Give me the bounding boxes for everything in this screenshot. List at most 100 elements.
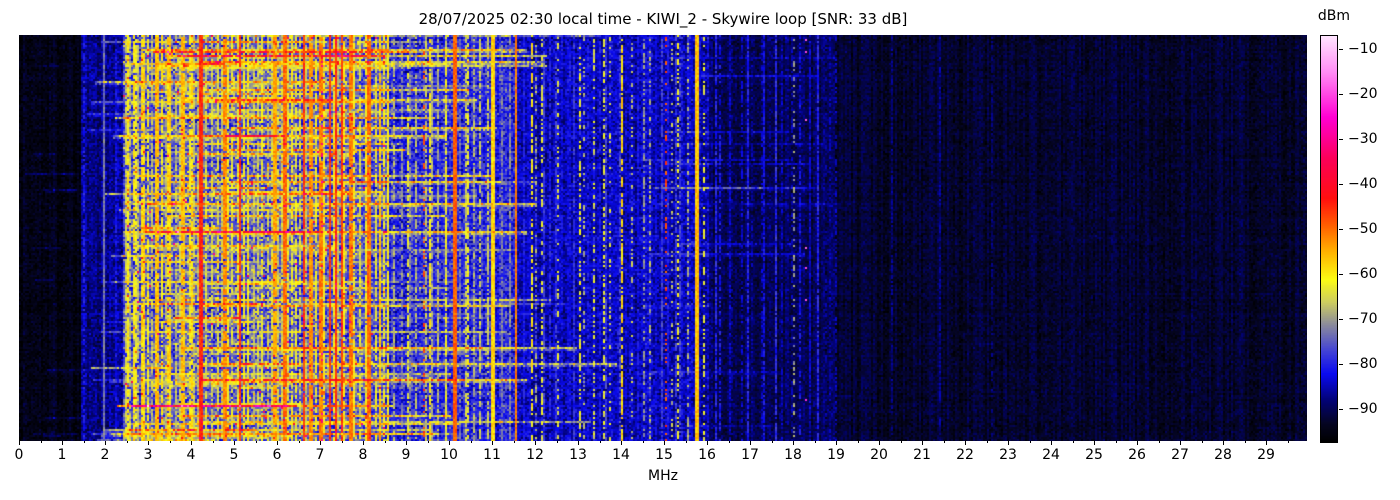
x-tick-label: 21 <box>913 447 931 463</box>
x-minor-tick <box>1029 441 1031 443</box>
colorbar-unit-label: dBm <box>1317 8 1351 24</box>
x-minor-tick <box>599 441 601 443</box>
x-minor-tick <box>341 441 343 443</box>
x-tick-label: 3 <box>143 447 153 463</box>
x-major-tick <box>535 441 536 445</box>
x-major-tick <box>62 441 63 445</box>
x-major-tick <box>1137 441 1138 445</box>
x-major-tick <box>277 441 278 445</box>
x-tick-label: 17 <box>741 447 759 463</box>
chart-title: 28/07/2025 02:30 local time - KIWI_2 - S… <box>418 10 908 28</box>
x-tick-label: 12 <box>526 447 544 463</box>
x-tick-label: 9 <box>401 447 411 463</box>
x-tick-label: 2 <box>100 447 110 463</box>
x-minor-tick <box>83 441 85 443</box>
x-major-tick <box>234 441 235 445</box>
x-major-tick <box>492 441 493 445</box>
x-minor-tick <box>298 441 300 443</box>
x-minor-tick <box>470 441 472 443</box>
x-minor-tick <box>728 441 730 443</box>
x-minor-tick <box>40 441 42 443</box>
x-minor-tick <box>384 441 386 443</box>
x-major-tick <box>836 441 837 445</box>
colorbar-tick-label: −30 <box>1348 131 1378 147</box>
colorbar-tick <box>1339 319 1343 320</box>
colorbar-gradient <box>1321 36 1337 442</box>
x-major-tick <box>105 441 106 445</box>
x-tick-label: 10 <box>440 447 458 463</box>
x-tick-label: 23 <box>999 447 1017 463</box>
x-tick-label: 18 <box>784 447 802 463</box>
x-tick-label: 19 <box>827 447 845 463</box>
x-minor-tick <box>212 441 214 443</box>
x-tick-label: 15 <box>655 447 673 463</box>
waterfall-heatmap <box>19 35 1307 441</box>
x-major-tick <box>1008 441 1009 445</box>
x-minor-tick <box>1158 441 1160 443</box>
x-minor-tick <box>986 441 988 443</box>
x-major-tick <box>449 441 450 445</box>
colorbar-tick <box>1339 49 1343 50</box>
x-major-tick <box>879 441 880 445</box>
x-tick-label: 0 <box>14 447 24 463</box>
colorbar-tick-label: −10 <box>1348 41 1378 57</box>
x-major-tick <box>922 441 923 445</box>
x-minor-tick <box>556 441 558 443</box>
colorbar-tick <box>1339 409 1343 410</box>
x-tick-label: 28 <box>1214 447 1232 463</box>
colorbar-tick-label: −80 <box>1348 356 1378 372</box>
colorbar-tick-label: −40 <box>1348 176 1378 192</box>
x-major-tick <box>793 441 794 445</box>
x-minor-tick <box>427 441 429 443</box>
x-minor-tick <box>1244 441 1246 443</box>
x-tick-label: 13 <box>569 447 587 463</box>
x-tick-label: 14 <box>612 447 630 463</box>
colorbar-tick <box>1339 94 1343 95</box>
x-minor-tick <box>255 441 257 443</box>
x-major-tick <box>320 441 321 445</box>
x-tick-label: 6 <box>272 447 282 463</box>
colorbar-tick-label: −60 <box>1348 266 1378 282</box>
x-axis-label: MHz <box>648 468 678 484</box>
x-minor-tick <box>814 441 816 443</box>
x-tick-label: 20 <box>870 447 888 463</box>
x-tick-label: 11 <box>483 447 501 463</box>
colorbar-tick-label: −70 <box>1348 311 1378 327</box>
x-tick-label: 7 <box>315 447 325 463</box>
colorbar-tick <box>1339 364 1343 365</box>
colorbar-tick-label: −90 <box>1348 401 1378 417</box>
x-minor-tick <box>1072 441 1074 443</box>
colorbar-tick <box>1339 139 1343 140</box>
x-tick-label: 4 <box>186 447 196 463</box>
x-minor-tick <box>857 441 859 443</box>
x-major-tick <box>191 441 192 445</box>
x-major-tick <box>406 441 407 445</box>
x-minor-tick <box>169 441 171 443</box>
x-major-tick <box>1094 441 1095 445</box>
x-major-tick <box>621 441 622 445</box>
x-major-tick <box>1051 441 1052 445</box>
x-major-tick <box>148 441 149 445</box>
x-minor-tick <box>943 441 945 443</box>
colorbar-tick-label: −50 <box>1348 221 1378 237</box>
x-tick-label: 16 <box>698 447 716 463</box>
colorbar-tick <box>1339 184 1343 185</box>
x-major-tick <box>363 441 364 445</box>
x-tick-label: 1 <box>57 447 67 463</box>
x-major-tick <box>1266 441 1267 445</box>
x-minor-tick <box>771 441 773 443</box>
x-minor-tick <box>900 441 902 443</box>
x-minor-tick <box>1287 441 1289 443</box>
x-tick-label: 26 <box>1128 447 1146 463</box>
x-tick-label: 24 <box>1042 447 1060 463</box>
x-minor-tick <box>642 441 644 443</box>
x-minor-tick <box>685 441 687 443</box>
x-tick-label: 29 <box>1257 447 1275 463</box>
x-tick-label: 5 <box>229 447 239 463</box>
colorbar-tick <box>1339 274 1343 275</box>
colorbar <box>1320 35 1338 443</box>
colorbar-tick-label: −20 <box>1348 86 1378 102</box>
x-major-tick <box>750 441 751 445</box>
colorbar-tick <box>1339 229 1343 230</box>
x-tick-label: 22 <box>956 447 974 463</box>
